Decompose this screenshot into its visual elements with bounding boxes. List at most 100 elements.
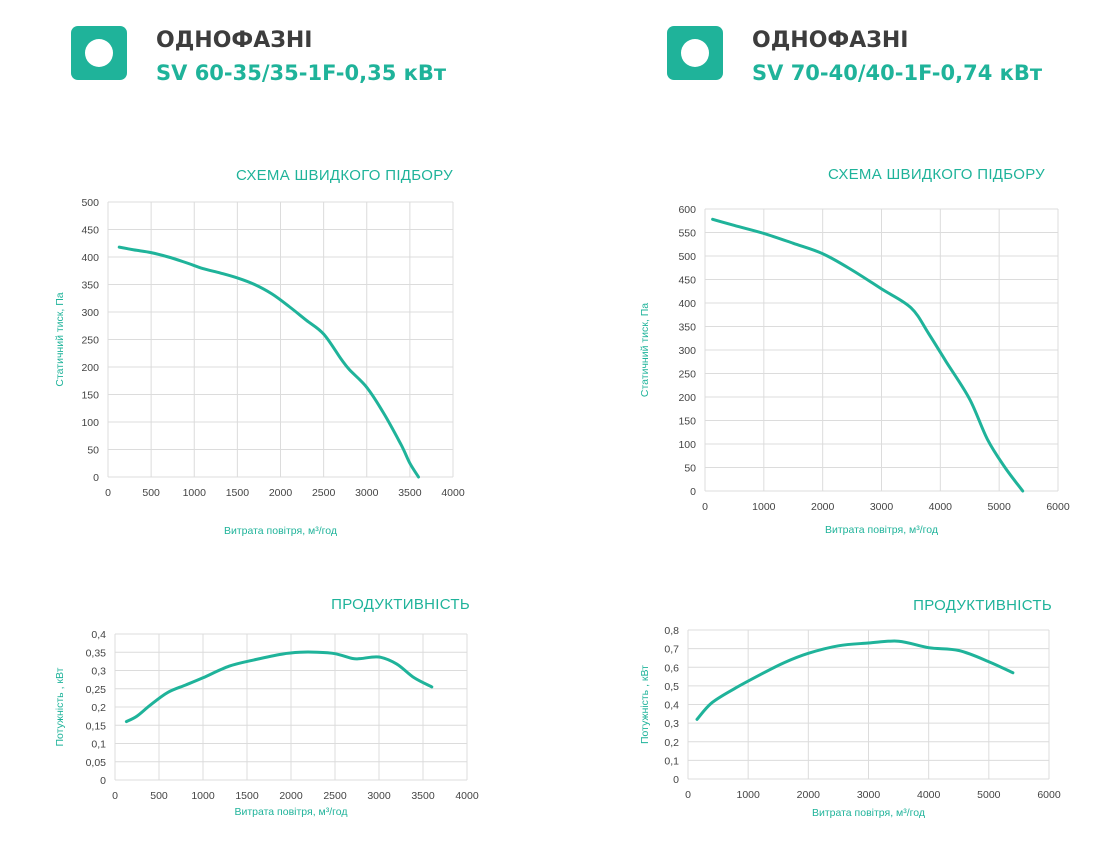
y-tick-label: 0,15	[86, 720, 107, 732]
x-tick-label: 6000	[1046, 501, 1070, 513]
y-tick-label: 550	[678, 228, 696, 240]
y-tick-label: 150	[81, 390, 99, 402]
x-tick-label: 1500	[235, 790, 259, 802]
y-tick-label: 50	[87, 445, 99, 457]
chart-title: ПРОДУКТИВНІСТЬ	[331, 596, 470, 613]
y-tick-label: 100	[81, 417, 99, 429]
x-tick-label: 2000	[279, 790, 303, 802]
y-tick-label: 0,25	[86, 684, 107, 696]
y-tick-label: 0,05	[86, 757, 107, 769]
x-tick-label: 2500	[312, 487, 336, 499]
power-chart-left: 0 500 1000 1500 2000 2500 3000 3500 4000 0 0,05 0,1…	[54, 596, 479, 818]
y-tick-label: 300	[678, 345, 696, 357]
y-tick-label: 0,6	[664, 662, 679, 674]
x-tick-label: 2000	[269, 487, 293, 499]
x-tick-label: 6000	[1037, 789, 1061, 801]
y-tick-label: 0	[100, 775, 106, 787]
header-title-left: ОДНОФАЗНІ	[156, 28, 313, 53]
x-tick-label: 2500	[323, 790, 347, 802]
y-tick-label: 350	[678, 322, 696, 334]
x-tick-label: 4000	[441, 487, 465, 499]
chart-title: СХЕМА ШВИДКОГО ПІДБОРУ	[828, 166, 1045, 183]
x-tick-label: 3000	[857, 789, 881, 801]
y-tick-label: 0,8	[664, 625, 679, 637]
header-title-right: ОДНОФАЗНІ	[752, 28, 909, 53]
y-tick-label: 0,35	[86, 647, 107, 659]
y-tick-label: 0	[673, 774, 679, 786]
x-tick-label: 0	[112, 790, 118, 802]
x-tick-label: 0	[105, 487, 111, 499]
series-line	[124, 650, 434, 724]
y-tick-label: 0,1	[664, 755, 679, 767]
series-line	[117, 245, 420, 479]
y-tick-label: 450	[678, 275, 696, 287]
y-tick-label: 450	[81, 225, 99, 237]
y-tick-label: 0,3	[664, 718, 679, 730]
circle-badge-icon	[667, 26, 723, 80]
y-tick-label: 0	[690, 486, 696, 498]
y-tick-label: 50	[684, 463, 696, 475]
x-tick-label: 1000	[183, 487, 207, 499]
x-tick-label: 3000	[367, 790, 391, 802]
header-subtitle-left: SV 60-35/35-1F-0,35 кВт	[156, 61, 447, 85]
y-axis-label: Потужність , кВт	[639, 665, 651, 744]
x-tick-label: 2000	[811, 501, 835, 513]
x-tick-label: 5000	[977, 789, 1001, 801]
y-tick-label: 0,5	[664, 681, 679, 693]
x-tick-label: 500	[142, 487, 160, 499]
chart-title: СХЕМА ШВИДКОГО ПІДБОРУ	[236, 167, 453, 184]
y-tick-label: 400	[81, 252, 99, 264]
y-tick-label: 0,4	[91, 629, 106, 641]
chart-title: ПРОДУКТИВНІСТЬ	[913, 597, 1052, 614]
y-tick-label: 300	[81, 307, 99, 319]
x-tick-label: 0	[702, 501, 708, 513]
y-tick-label: 150	[678, 416, 696, 428]
header-subtitle-right: SV 70-40/40-1F-0,74 кВт	[752, 61, 1043, 85]
circle-badge-icon	[71, 26, 127, 80]
x-tick-label: 1000	[752, 501, 776, 513]
y-tick-label: 0,2	[664, 737, 679, 749]
x-axis-label: Витрата повітря, м³/год	[234, 806, 347, 818]
x-tick-label: 4000	[917, 789, 941, 801]
y-axis-label: Статичний тиск, Па	[639, 303, 651, 397]
y-tick-label: 100	[678, 439, 696, 451]
x-tick-label: 3500	[398, 487, 422, 499]
pressure-chart-left: 0 500 1000 1500 2000 2500 3000 3500 4000 0 50 100 15…	[54, 167, 465, 537]
x-axis-label: Витрата повітря, м³/год	[825, 524, 938, 536]
y-tick-label: 0	[93, 472, 99, 484]
series-line	[711, 217, 1025, 493]
x-tick-label: 1500	[226, 487, 250, 499]
x-axis-label: Витрата повітря, м³/год	[224, 525, 337, 537]
x-tick-label: 4000	[929, 501, 953, 513]
y-tick-label: 500	[678, 251, 696, 263]
y-tick-label: 0,4	[664, 700, 679, 712]
power-chart-right: 0 1000 2000 3000 4000 5000 6000 0 0,1 0,2 0,3 0,4 0,…	[639, 597, 1061, 819]
x-tick-label: 1000	[736, 789, 760, 801]
y-tick-label: 250	[678, 369, 696, 381]
x-tick-label: 2000	[797, 789, 821, 801]
y-tick-label: 0,2	[91, 702, 106, 714]
y-axis-label: Потужність , кВт	[54, 667, 66, 746]
x-tick-label: 3000	[355, 487, 379, 499]
y-tick-label: 0,7	[664, 644, 679, 656]
x-axis-label: Витрата повітря, м³/год	[812, 807, 925, 819]
x-tick-label: 4000	[455, 790, 479, 802]
x-tick-label: 0	[685, 789, 691, 801]
series-line	[695, 639, 1015, 721]
y-tick-label: 0,3	[91, 666, 106, 678]
y-tick-label: 500	[81, 197, 99, 209]
x-tick-label: 5000	[987, 501, 1011, 513]
x-tick-label: 500	[150, 790, 168, 802]
y-tick-label: 200	[81, 362, 99, 374]
x-tick-label: 3500	[411, 790, 435, 802]
y-tick-label: 400	[678, 298, 696, 310]
y-tick-label: 250	[81, 335, 99, 347]
pressure-chart-right: 0 1000 2000 3000 4000 5000 6000 0 50 100 150 200 250…	[639, 166, 1070, 536]
y-axis-label: Статичний тиск, Па	[54, 292, 66, 386]
y-tick-label: 200	[678, 392, 696, 404]
y-tick-label: 0,1	[91, 739, 106, 751]
x-tick-label: 1000	[191, 790, 215, 802]
y-tick-label: 350	[81, 280, 99, 292]
y-tick-label: 600	[678, 204, 696, 216]
